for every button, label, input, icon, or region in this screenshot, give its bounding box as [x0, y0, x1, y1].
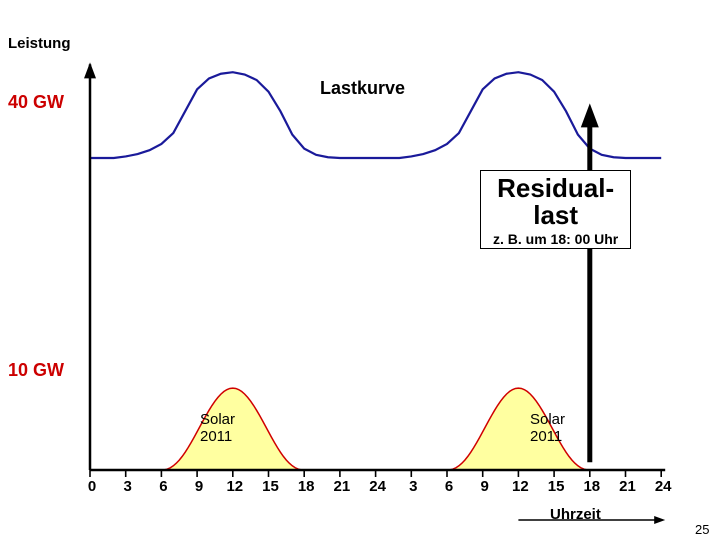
x-tick: 21: [616, 478, 640, 495]
x-tick: 0: [80, 478, 104, 495]
x-tick: 24: [651, 478, 675, 495]
x-tick: 12: [508, 478, 532, 495]
x-tick: 6: [151, 478, 175, 495]
x-tick: 24: [366, 478, 390, 495]
x-tick: 12: [223, 478, 247, 495]
x-tick: 15: [259, 478, 283, 495]
x-tick: 3: [401, 478, 425, 495]
x-tick: 18: [294, 478, 318, 495]
x-tick: 21: [330, 478, 354, 495]
x-tick: 9: [473, 478, 497, 495]
x-tick: 15: [544, 478, 568, 495]
x-tick: 9: [187, 478, 211, 495]
x-tick: 3: [116, 478, 140, 495]
x-tick: 18: [580, 478, 604, 495]
x-tick-labels: 036912151821243691215182124: [0, 0, 720, 540]
x-tick: 6: [437, 478, 461, 495]
